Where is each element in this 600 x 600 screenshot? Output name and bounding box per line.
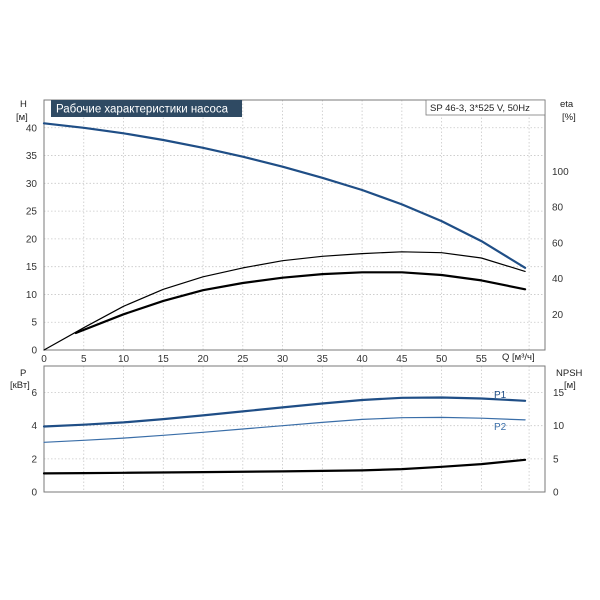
series-label-p2: P2 bbox=[494, 422, 507, 433]
x-tick-label: 40 bbox=[357, 354, 369, 365]
top-series bbox=[42, 122, 527, 351]
y-tick-label: 10 bbox=[26, 290, 38, 301]
x-tick-label: 45 bbox=[396, 354, 408, 365]
y-tick-label: 0 bbox=[31, 346, 37, 357]
y-right-axis-label-npsh: NPSH bbox=[556, 368, 583, 379]
y-right-tick-label: 15 bbox=[553, 388, 565, 399]
chart-title: Рабочие характеристики насоса bbox=[56, 104, 229, 116]
y-right-tick-label: 80 bbox=[552, 203, 564, 214]
bottom-y-ticks: 0 2 4 6 bbox=[31, 388, 37, 498]
chart-title-background bbox=[51, 100, 242, 117]
bottom-plot-frame bbox=[43, 365, 546, 493]
y-right-axis-unit-eta: [%] bbox=[562, 112, 576, 123]
x-tick-label: 20 bbox=[197, 354, 209, 365]
y-tick-label: 4 bbox=[31, 421, 37, 432]
y-right-axis-label-eta: eta bbox=[560, 99, 574, 110]
y-tick-label: 5 bbox=[31, 318, 37, 329]
power-p2-curve bbox=[43, 416, 526, 443]
y-right-axis-unit-npsh: [м] bbox=[564, 380, 576, 391]
bottom-panel: P [кВт] NPSH [м] 0 2 4 6 0 5 10 15 P1 P2 bbox=[10, 365, 583, 499]
y-tick-label: 20 bbox=[26, 234, 38, 245]
y-right-tick-label: 0 bbox=[553, 488, 559, 499]
x-axis-label-q: Q [м³/ч] bbox=[502, 352, 535, 363]
bottom-y-right-ticks: 0 5 10 15 bbox=[553, 388, 565, 498]
y-right-tick-label: 60 bbox=[552, 238, 564, 249]
y-tick-label: 0 bbox=[31, 488, 37, 499]
top-plot-frame bbox=[43, 99, 546, 351]
x-tick-label: 25 bbox=[237, 354, 249, 365]
top-gridlines bbox=[44, 100, 545, 350]
x-tick-label: 55 bbox=[476, 354, 488, 365]
y-tick-label: 2 bbox=[31, 454, 37, 465]
head-curve bbox=[42, 122, 527, 269]
top-y-ticks: 0 5 10 15 20 25 30 35 40 bbox=[26, 123, 38, 356]
x-tick-label: 5 bbox=[81, 354, 87, 365]
y-right-tick-label: 100 bbox=[552, 167, 569, 178]
pump-info-box bbox=[425, 99, 546, 116]
y-axis-unit-h: [м] bbox=[16, 112, 28, 123]
y-axis-unit-p: [кВт] bbox=[10, 380, 30, 391]
y-tick-label: 35 bbox=[26, 151, 38, 162]
y-tick-label: 15 bbox=[26, 262, 38, 273]
y-right-tick-label: 10 bbox=[553, 421, 565, 432]
y-right-tick-label: 20 bbox=[552, 310, 564, 321]
x-tick-label: 50 bbox=[436, 354, 448, 365]
pump-info-text: SP 46-3, 3*525 V, 50Hz bbox=[430, 103, 530, 114]
x-tick-label: 15 bbox=[158, 354, 170, 365]
npsh-curve bbox=[42, 458, 527, 475]
y-right-tick-label: 5 bbox=[553, 454, 559, 465]
x-tick-label: 35 bbox=[317, 354, 329, 365]
efficiency-curve-total bbox=[74, 271, 527, 335]
top-x-ticks: 0 5 10 15 20 25 30 35 40 45 50 55 bbox=[41, 354, 487, 365]
y-right-tick-label: 40 bbox=[552, 274, 564, 285]
power-p1-curve bbox=[42, 396, 527, 428]
y-axis-label-h: H bbox=[20, 99, 27, 110]
top-y-right-ticks: 20 40 60 80 100 bbox=[552, 167, 569, 321]
bottom-series-labels: P1 P2 bbox=[494, 390, 507, 433]
y-tick-label: 6 bbox=[31, 388, 37, 399]
y-tick-label: 30 bbox=[26, 179, 38, 190]
series-label-p1: P1 bbox=[494, 390, 507, 401]
top-panel: Рабочие характеристики насоса SP 46-3, 3… bbox=[16, 99, 576, 365]
x-tick-label: 10 bbox=[118, 354, 130, 365]
y-axis-label-p: P bbox=[20, 368, 26, 379]
x-tick-label: 0 bbox=[41, 354, 47, 365]
y-tick-label: 25 bbox=[26, 207, 38, 218]
x-tick-label: 30 bbox=[277, 354, 289, 365]
bottom-series bbox=[42, 396, 527, 475]
efficiency-curve-hydraulic bbox=[43, 251, 526, 351]
y-tick-label: 40 bbox=[26, 123, 38, 134]
